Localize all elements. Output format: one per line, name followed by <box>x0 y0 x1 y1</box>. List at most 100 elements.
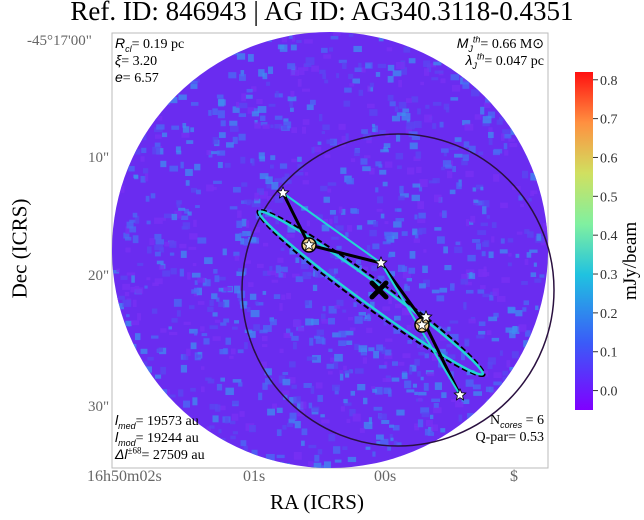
emission-pixel <box>117 303 124 310</box>
emission-pixel <box>433 194 442 203</box>
emission-pixel <box>428 180 437 184</box>
emission-pixel <box>150 193 156 199</box>
emission-pixel <box>505 327 515 333</box>
emission-pixel <box>503 143 508 150</box>
emission-pixel <box>501 277 510 283</box>
emission-pixel <box>209 403 218 410</box>
emission-pixel <box>397 165 402 170</box>
core-star-icon <box>415 317 429 331</box>
emission-pixel <box>203 338 210 345</box>
emission-pixel <box>287 422 294 428</box>
emission-pixel <box>356 265 362 273</box>
emission-pixel <box>327 188 332 193</box>
emission-pixel <box>349 408 356 417</box>
emission-pixel <box>241 200 248 204</box>
emission-pixel <box>229 420 236 425</box>
emission-pixel <box>384 232 393 240</box>
emission-pixel <box>122 299 132 308</box>
emission-pixel <box>345 232 349 238</box>
emission-pixel <box>320 414 325 418</box>
emission-pixel <box>293 451 302 460</box>
emission-pixel <box>289 412 297 421</box>
emission-pixel <box>154 142 161 149</box>
emission-pixel <box>237 210 242 218</box>
emission-pixel <box>500 238 505 244</box>
emission-pixel <box>162 270 171 277</box>
emission-pixel <box>243 445 248 453</box>
emission-pixel <box>207 306 214 312</box>
emission-pixel <box>234 320 240 324</box>
emission-pixel <box>246 306 251 313</box>
emission-pixel <box>463 302 467 309</box>
emission-pixel <box>431 398 441 402</box>
emission-pixel <box>213 268 218 274</box>
emission-pixel <box>521 170 529 179</box>
emission-pixel <box>178 389 184 397</box>
emission-pixel <box>300 263 309 270</box>
x-tick: 00s <box>374 468 397 485</box>
emission-pixel <box>321 47 328 53</box>
emission-pixel <box>491 236 495 243</box>
emission-pixel <box>311 147 315 154</box>
emission-pixel <box>388 271 395 277</box>
emission-pixel <box>179 268 184 277</box>
emission-pixel <box>401 372 408 380</box>
emission-pixel <box>208 110 212 116</box>
emission-pixel <box>423 382 429 391</box>
emission-pixel <box>291 35 296 42</box>
emission-pixel <box>384 161 393 168</box>
emission-pixel <box>417 341 421 349</box>
emission-pixel <box>317 394 323 402</box>
emission-pixel <box>229 355 234 359</box>
emission-pixel <box>273 294 281 300</box>
emission-pixel <box>321 419 330 424</box>
emission-pixel <box>414 234 419 239</box>
emission-pixel <box>291 127 298 134</box>
emission-pixel <box>253 324 260 331</box>
emission-pixel <box>217 110 225 119</box>
emission-pixel <box>368 417 373 424</box>
emission-pixel <box>258 392 263 401</box>
emission-pixel <box>420 81 424 86</box>
emission-pixel <box>292 341 297 350</box>
emission-pixel <box>200 366 205 370</box>
emission-pixel <box>146 220 151 225</box>
emission-pixel <box>280 266 288 273</box>
emission-pixel <box>373 221 379 227</box>
emission-pixel <box>486 330 492 336</box>
emission-pixel <box>332 332 341 338</box>
emission-pixel <box>236 271 246 276</box>
emission-pixel <box>323 196 330 203</box>
emission-pixel <box>515 310 523 317</box>
emission-pixel <box>178 207 186 211</box>
filament-ellipse-outline <box>256 208 486 378</box>
emission-pixel <box>368 86 374 92</box>
emission-pixel <box>196 189 201 195</box>
emission-pixel <box>454 153 463 158</box>
emission-pixel <box>388 296 392 304</box>
emission-pixel <box>423 68 430 76</box>
emission-pixel <box>226 142 234 148</box>
fov-circle <box>241 133 555 447</box>
emission-pixel <box>137 262 144 266</box>
emission-pixel <box>128 166 135 172</box>
emission-pixel <box>288 361 296 368</box>
emission-pixel <box>317 449 323 455</box>
emission-pixel <box>274 178 283 183</box>
emission-pixel <box>179 243 187 249</box>
emission-pixel <box>169 331 178 336</box>
emission-pixel <box>430 424 438 432</box>
emission-pixel <box>327 371 333 375</box>
emission-pixel <box>405 126 412 134</box>
emission-pixel <box>306 356 314 361</box>
emission-pixel <box>470 89 480 97</box>
emission-pixel <box>289 332 294 337</box>
emission-pixel <box>255 302 264 306</box>
emission-pixel <box>256 98 263 105</box>
emission-pixel <box>324 275 329 280</box>
emission-pixel <box>409 142 418 150</box>
emission-pixel <box>181 132 190 138</box>
emission-pixel <box>421 412 430 418</box>
emission-pixel <box>412 383 417 388</box>
emission-pixel <box>134 215 140 224</box>
